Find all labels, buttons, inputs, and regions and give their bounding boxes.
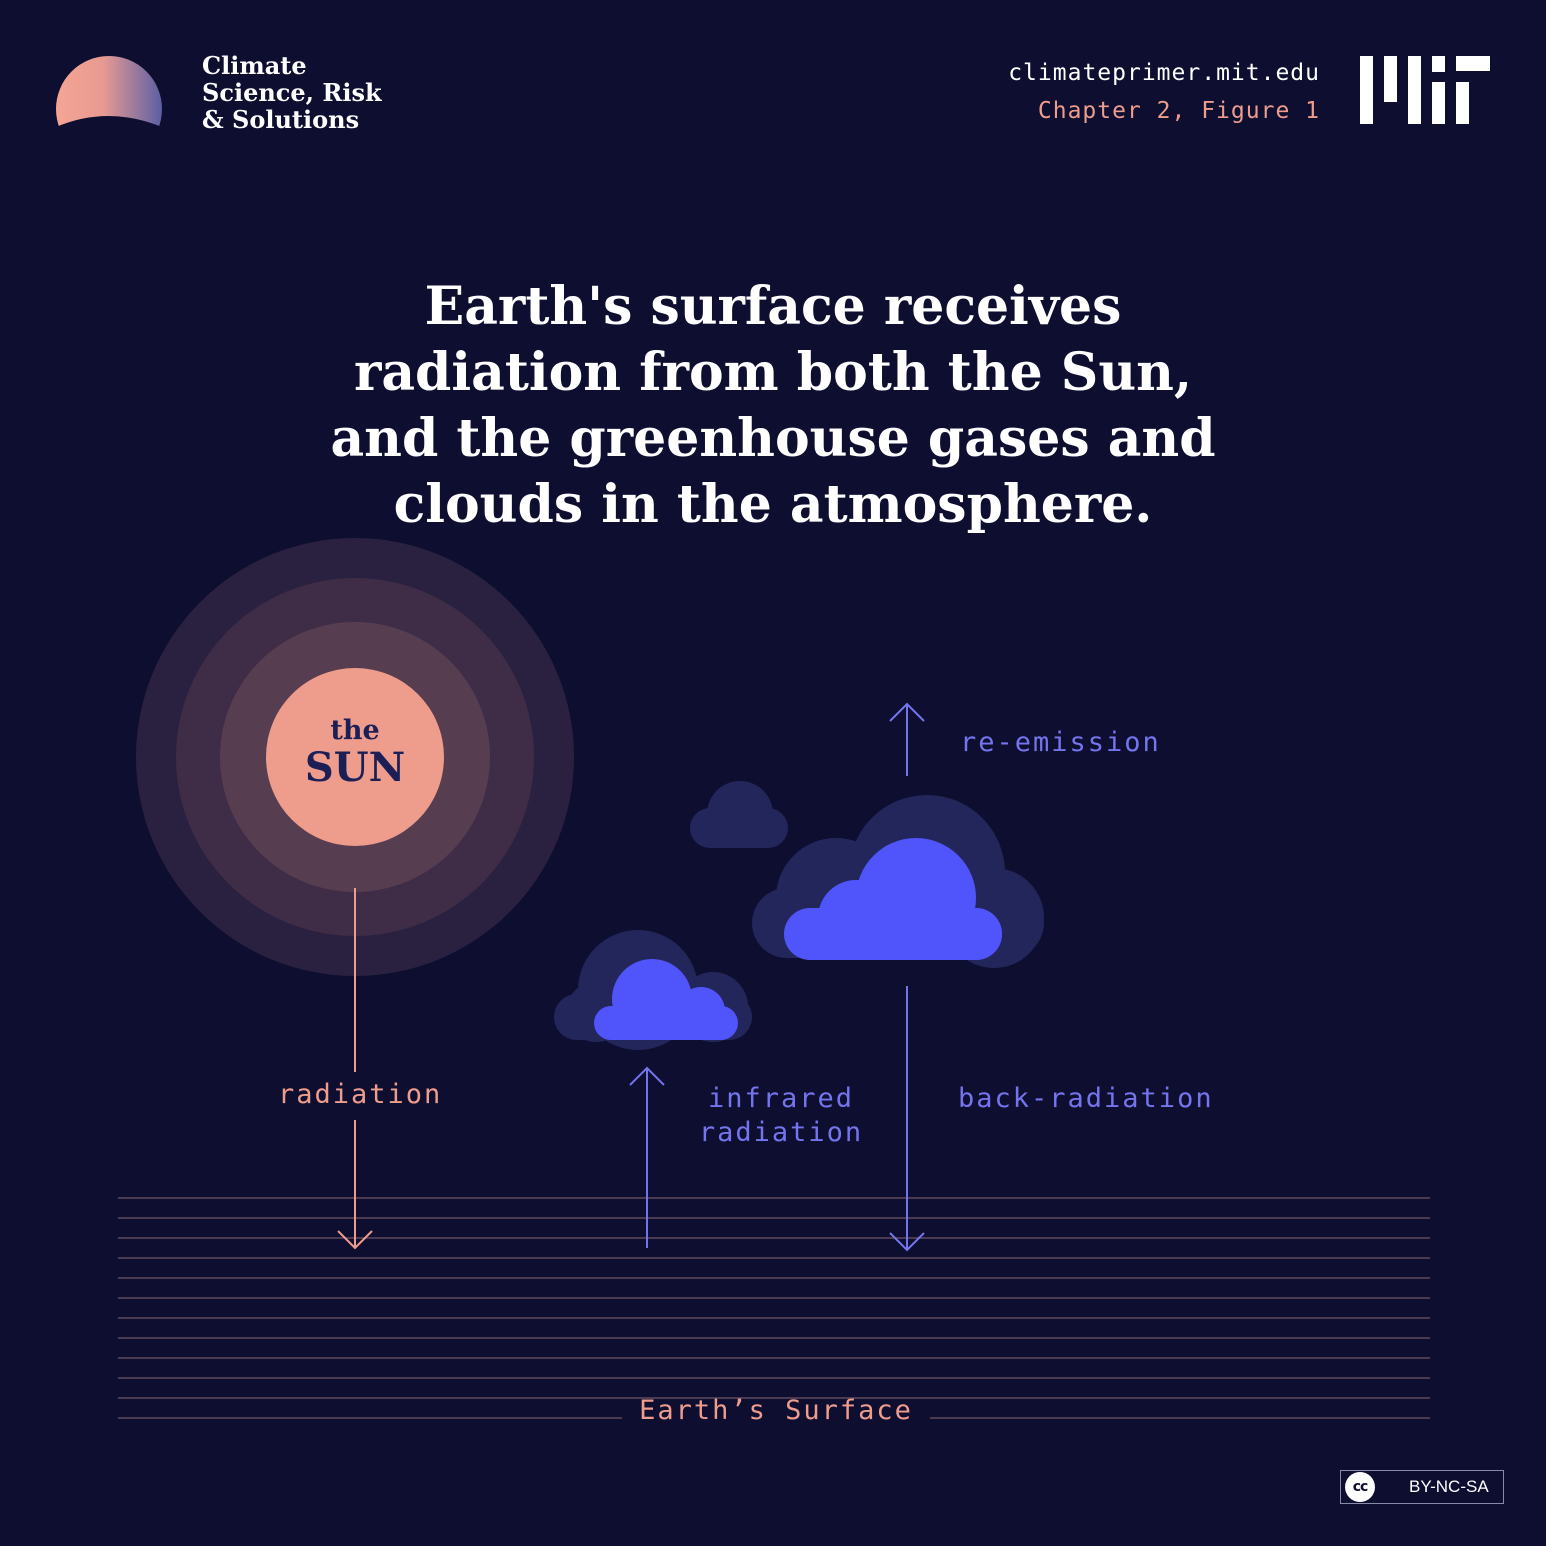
earth-surface-label: Earth’s Surface: [639, 1395, 913, 1426]
sun-label-the: the: [330, 715, 380, 746]
license-text: BY-NC-SA: [1409, 1477, 1489, 1496]
license-badge[interactable]: cc BY-NC-SA: [1340, 1470, 1504, 1504]
small-dark-cloud: [690, 781, 788, 848]
back-radiation-arrow: [889, 986, 925, 1252]
site-url[interactable]: climateprimer.mit.edu: [1008, 60, 1320, 86]
radiation-label: radiation: [278, 1079, 443, 1110]
site-info: climateprimer.mit.edu Chapter 2, Figure …: [1008, 54, 1320, 130]
sun-label-sun: SUN: [304, 744, 406, 791]
re-emission-label: re-emission: [960, 727, 1161, 758]
headline-line: radiation from both the Sun,: [353, 342, 1193, 403]
headline-line: clouds in the atmosphere.: [393, 474, 1153, 535]
solar-radiation-arrow: [337, 888, 373, 1250]
chapter-label: Chapter 2, Figure 1: [1037, 98, 1320, 124]
sun-label: the SUN: [266, 716, 444, 790]
infrared-radiation-arrow: [629, 1066, 665, 1248]
headline-line: Earth's surface receives: [424, 276, 1122, 337]
half-sun-logo-icon: [56, 56, 162, 127]
large-cloud: [752, 795, 1044, 968]
mit-logo-icon: [1360, 56, 1490, 124]
back-radiation-label: back-radiation: [958, 1083, 1214, 1114]
brand-line: Science, Risk: [202, 78, 382, 107]
headline: Earth's surface receives radiation from …: [273, 274, 1273, 538]
brand-title: Climate Science, Risk & Solutions: [202, 52, 382, 133]
creative-commons-icon: cc: [1345, 1472, 1375, 1502]
brand-line: & Solutions: [202, 105, 360, 134]
brand-line: Climate: [202, 51, 307, 80]
sun-glow: [136, 538, 574, 976]
headline-line: and the greenhouse gases and: [330, 408, 1216, 469]
sun-disc: [266, 668, 444, 846]
earth-surface-lines: [118, 1197, 1430, 1419]
re-emission-arrow: [889, 702, 925, 776]
infrared-label-line2: radiation: [698, 1117, 864, 1148]
medium-cloud: [554, 930, 752, 1050]
infrared-label-line1: infrared: [707, 1083, 855, 1114]
